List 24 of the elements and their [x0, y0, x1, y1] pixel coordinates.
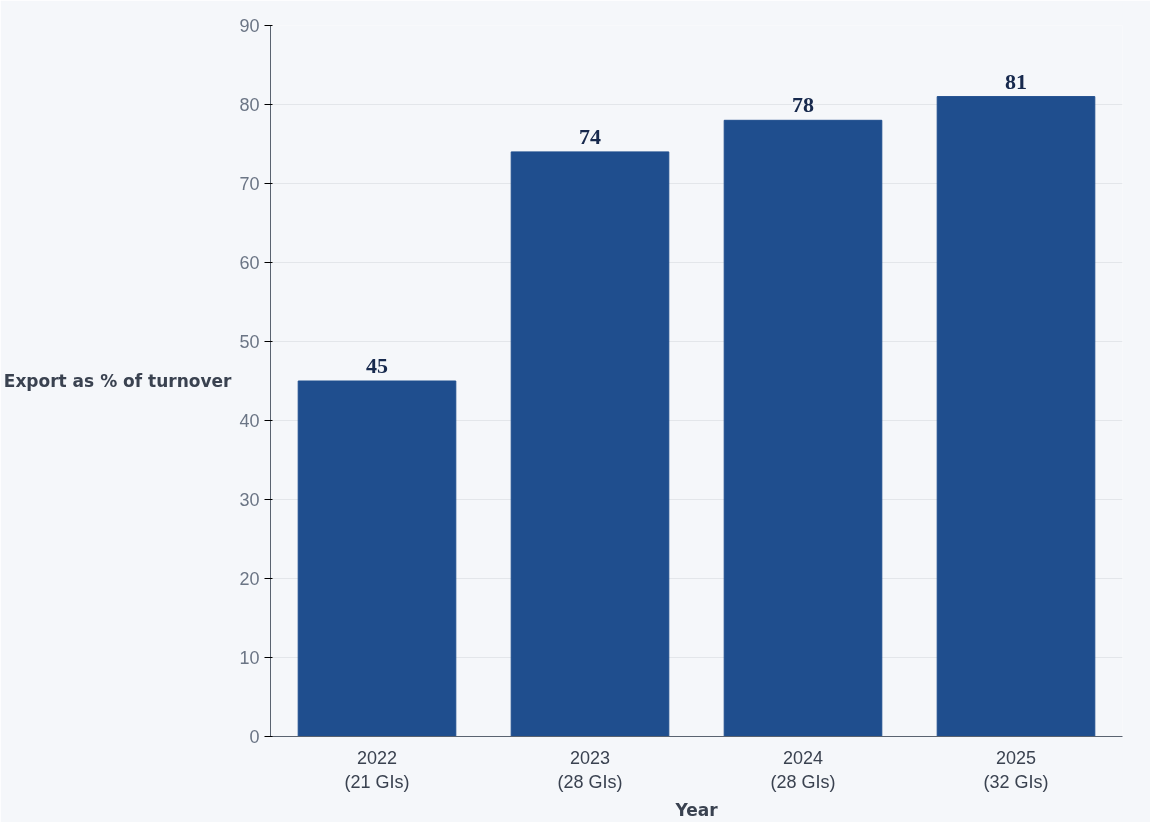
x-tick-label: 2022 (21 GIs) — [344, 747, 410, 792]
y-tick-label: 80 — [239, 95, 260, 115]
bar — [510, 151, 670, 737]
y-tick-label: 20 — [239, 569, 260, 589]
y-tick-label: 40 — [239, 411, 260, 431]
y-tick-label: 90 — [239, 16, 260, 36]
x-tick-label: 2024 (28 GIs) — [770, 747, 836, 792]
y-tick-label: 30 — [239, 490, 260, 510]
x-tick-label: 2023 (28 GIs) — [557, 747, 623, 792]
data-label: 78 — [792, 92, 814, 118]
x-tick-label: 2025 (32 GIs) — [983, 747, 1049, 792]
y-tick-label: 60 — [239, 253, 260, 273]
bar — [723, 119, 883, 737]
data-label: 74 — [579, 123, 601, 149]
y-tick-label: 70 — [239, 174, 260, 194]
y-tick-label: 50 — [239, 332, 260, 352]
y-tick-label: 0 — [249, 727, 260, 747]
bar — [936, 96, 1096, 737]
data-label: 81 — [1005, 68, 1027, 94]
data-label: 45 — [366, 353, 388, 378]
bar — [297, 380, 457, 737]
y-axis-title: Export as % of turnover — [3, 371, 233, 391]
x-axis-title: Year — [674, 799, 719, 820]
y-tick-label: 10 — [239, 648, 260, 668]
